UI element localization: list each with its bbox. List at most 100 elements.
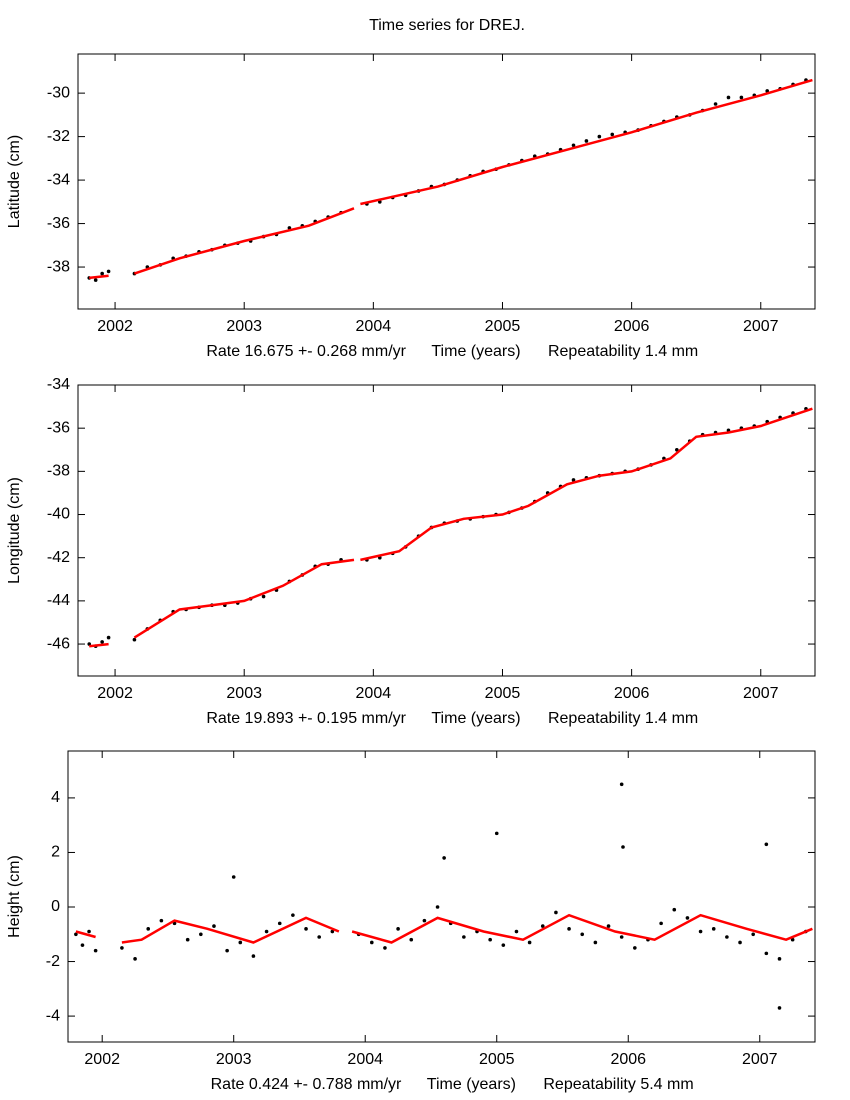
data-point <box>93 948 98 953</box>
rate-label: Rate 0.424 +- 0.788 mm/yr <box>211 1076 402 1093</box>
data-point <box>725 935 729 939</box>
data-point <box>74 932 78 937</box>
data-point <box>711 927 716 931</box>
y-tick-label: -34 <box>47 376 70 393</box>
data-point <box>501 943 506 947</box>
data-point <box>199 932 203 937</box>
data-point <box>291 913 295 917</box>
data-point <box>685 916 690 920</box>
data-point <box>369 940 374 945</box>
y-tick-label: 2 <box>51 844 60 861</box>
data-point <box>540 924 545 928</box>
rate-label: Rate 16.675 +- 0.268 mm/yr <box>206 343 406 360</box>
data-point <box>462 935 466 939</box>
data-point <box>264 929 269 934</box>
fit-line <box>75 913 813 944</box>
plot-frame <box>77 53 816 310</box>
y-tick-label: 4 <box>51 789 60 806</box>
data-point <box>212 924 216 928</box>
data-point <box>80 943 85 947</box>
data-point <box>277 921 282 926</box>
y-tick-label: -38 <box>47 258 70 275</box>
y-tick-label: -4 <box>46 1007 60 1024</box>
x-tick-label: 2007 <box>743 685 779 702</box>
data-point <box>106 269 111 274</box>
data-point <box>106 635 111 640</box>
rate-label: Rate 19.893 +- 0.195 mm/yr <box>206 710 406 727</box>
data-point <box>225 948 229 953</box>
data-point <box>738 940 742 945</box>
repeatability-label: Repeatability 5.4 mm <box>543 1076 693 1093</box>
data-point <box>494 831 499 836</box>
y-tick-label: -30 <box>47 84 70 101</box>
data-point <box>133 957 137 961</box>
data-point <box>593 940 598 945</box>
x-tick-label: 2004 <box>356 685 392 702</box>
data-point <box>580 932 585 937</box>
data-point <box>120 946 124 950</box>
x-tick-label: 2003 <box>226 318 262 335</box>
data-point <box>554 910 558 915</box>
data-point <box>739 95 744 100</box>
data-point <box>584 139 589 143</box>
data-point <box>672 907 677 912</box>
x-axis-label: Time (years) <box>427 1076 516 1093</box>
data-point <box>422 918 427 923</box>
x-tick-label: 2003 <box>226 685 262 702</box>
data-point <box>231 875 236 879</box>
data-point <box>606 924 611 928</box>
data-point <box>100 271 104 276</box>
x-tick-label: 2002 <box>97 318 133 335</box>
fit-line <box>89 78 813 280</box>
x-tick-label: 2003 <box>216 1051 252 1068</box>
data-point <box>633 946 637 950</box>
y-axis-label: Height (cm) <box>6 855 23 938</box>
data-point <box>238 940 243 945</box>
data-point <box>698 929 703 934</box>
data-point <box>726 95 731 100</box>
data-point <box>317 935 321 939</box>
data-point <box>251 954 256 958</box>
data-point <box>764 842 769 847</box>
data-point <box>610 132 615 137</box>
x-tick-label: 2002 <box>97 685 133 702</box>
plot-frame <box>77 384 816 677</box>
x-tick-label: 2005 <box>485 685 521 702</box>
data-point <box>132 637 137 642</box>
data-point <box>383 946 387 950</box>
data-point <box>442 856 446 860</box>
y-tick-label: -2 <box>46 953 60 970</box>
data-point <box>409 937 414 942</box>
repeatability-label: Repeatability 1.4 mm <box>548 710 698 727</box>
data-point <box>571 143 576 148</box>
data-point <box>621 845 625 849</box>
y-tick-label: -32 <box>47 128 70 145</box>
y-tick-label: -36 <box>47 419 70 436</box>
repeatability-label: Repeatability 1.4 mm <box>548 343 698 360</box>
data-point <box>619 935 624 939</box>
x-axis-label: Time (years) <box>431 710 520 727</box>
y-tick-label: -40 <box>47 506 70 523</box>
data-point <box>146 927 151 931</box>
data-point <box>790 937 795 942</box>
x-tick-label: 2002 <box>84 1051 120 1068</box>
y-axis-label: Latitude (cm) <box>6 135 23 228</box>
y-tick-label: -42 <box>47 549 70 566</box>
x-tick-label: 2007 <box>743 318 779 335</box>
data-point <box>435 905 440 909</box>
data-point <box>330 929 335 934</box>
data-point <box>764 951 769 956</box>
data-point <box>100 640 104 644</box>
plot-frame <box>67 750 816 1043</box>
y-axis-label: Longitude (cm) <box>6 477 23 584</box>
x-tick-label: 2004 <box>347 1051 383 1068</box>
data-point <box>777 1006 782 1010</box>
x-tick-label: 2005 <box>479 1051 515 1068</box>
y-tick-label: -38 <box>47 463 70 480</box>
data-point <box>159 918 164 923</box>
y-tick-label: 0 <box>51 898 60 915</box>
x-tick-label: 2004 <box>356 318 392 335</box>
data-point <box>571 478 576 482</box>
y-tick-label: -34 <box>47 171 70 188</box>
